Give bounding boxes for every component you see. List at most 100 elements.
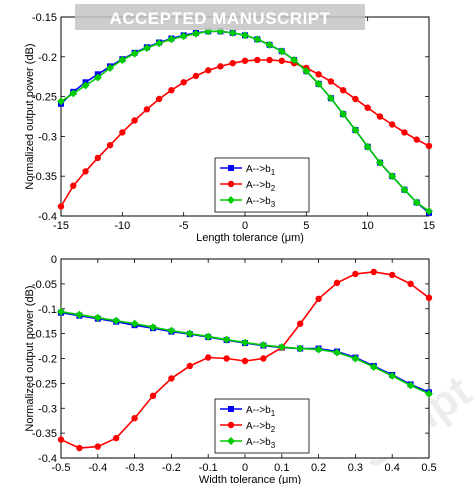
data-point — [266, 56, 273, 64]
data-point — [253, 35, 262, 44]
data-point — [168, 87, 175, 94]
chart-length-tolerance: -15 -10 -5 0 5 10 15 -0.4 -0.35 -0.3 -0.25 -0.2 -0.1… — [24, 12, 435, 244]
data-point — [155, 95, 163, 103]
data-point — [191, 29, 200, 38]
data-point — [351, 126, 360, 134]
data-point — [425, 294, 433, 302]
data-point — [186, 362, 193, 370]
data-point — [167, 35, 176, 44]
data-point — [70, 182, 77, 189]
y-tick-label: -0.15 — [32, 329, 57, 341]
data-point — [118, 56, 127, 64]
legend-entry: A-->b2 — [220, 421, 276, 434]
series-3 — [57, 307, 433, 398]
data-point — [57, 203, 65, 210]
legend-label: A-->b2 — [246, 180, 276, 193]
data-point — [389, 271, 396, 279]
data-point — [265, 40, 274, 49]
data-point — [81, 81, 90, 90]
y-tick-label: -0.2 — [38, 354, 57, 366]
data-point — [370, 268, 377, 276]
data-point — [167, 326, 176, 335]
data-point — [57, 436, 65, 443]
x-tick-label: 5 — [303, 220, 309, 232]
data-point — [315, 71, 322, 78]
x-tick-label: 0 — [242, 462, 248, 474]
y-tick-label: -0.15 — [32, 12, 57, 24]
data-point — [180, 79, 187, 86]
legend: A-->b1 A-->b2 A-->b3 — [214, 157, 310, 213]
data-point — [406, 381, 415, 390]
data-point — [364, 104, 371, 111]
data-point — [290, 56, 299, 64]
chart-width-tolerance: -0.5 -0.4 -0.3 -0.2 -0.1 0 0.1 0.2 0.3 0.4 0.5-0.4… — [24, 254, 437, 486]
x-tick-label: 15 — [423, 220, 435, 232]
data-point — [314, 79, 323, 88]
data-point — [185, 329, 194, 338]
data-point — [106, 141, 114, 149]
y-tick-label: -0.35 — [32, 428, 57, 440]
data-point — [131, 415, 138, 422]
data-point — [241, 31, 249, 40]
data-point — [363, 142, 372, 151]
legend: A-->b1 A-->b2 A-->b3 — [214, 398, 310, 454]
data-point — [119, 129, 126, 136]
y-tick-label: -0.25 — [32, 92, 57, 104]
data-point — [204, 332, 213, 341]
y-tick-label: -0.3 — [38, 403, 57, 415]
legend-entry: A-->b3 — [220, 437, 276, 450]
data-point — [425, 389, 433, 398]
legend-marker — [227, 405, 234, 412]
data-point — [93, 73, 102, 82]
data-point — [131, 117, 138, 124]
legend-label: A-->b1 — [246, 405, 276, 418]
x-tick-label: -0.4 — [88, 462, 107, 474]
x-tick-label: -10 — [114, 220, 130, 232]
data-point — [388, 172, 397, 181]
data-point — [413, 136, 420, 143]
data-point — [412, 198, 421, 207]
data-point — [222, 335, 231, 344]
data-point — [314, 345, 323, 354]
data-point — [94, 443, 101, 450]
legend-label: A-->b3 — [246, 196, 276, 209]
data-point — [217, 63, 224, 70]
data-point — [375, 158, 384, 167]
data-point — [223, 355, 230, 362]
x-tick-label: -5 — [179, 220, 189, 232]
y-tick-label: -0.2 — [38, 52, 57, 64]
x-tick-label: 0 — [242, 220, 248, 232]
y-axis-label: Normalized output power (dB) — [24, 285, 36, 431]
data-point — [376, 113, 384, 120]
y-tick-label: -0.4 — [38, 211, 57, 223]
x-tick-label: 0.4 — [385, 462, 400, 474]
data-point — [351, 354, 360, 363]
legend-entry: A-->b2 — [220, 180, 276, 193]
x-tick-label: -0.5 — [52, 462, 71, 474]
data-point — [352, 270, 359, 278]
x-axis-label: Width tolerance (μm) — [199, 474, 301, 484]
data-point — [241, 57, 249, 64]
data-point — [192, 72, 200, 80]
x-tick-label: -0.2 — [162, 462, 181, 474]
data-point — [333, 279, 341, 287]
data-point — [112, 434, 120, 442]
data-point — [204, 354, 212, 361]
legend-entry: A-->b1 — [220, 164, 276, 177]
data-point — [155, 39, 164, 48]
data-point — [425, 207, 433, 216]
legend-label: A-->b1 — [246, 164, 276, 177]
data-point — [130, 49, 139, 58]
data-point — [407, 280, 414, 288]
data-point — [389, 121, 396, 128]
x-tick-label: 10 — [362, 220, 374, 232]
data-point — [241, 357, 249, 365]
data-point — [57, 307, 65, 316]
data-point — [259, 341, 268, 350]
data-point — [400, 185, 409, 194]
accepted-manuscript-banner: ACCEPTED MANUSCRIPT — [109, 9, 330, 28]
data-point — [93, 313, 102, 322]
data-point — [278, 57, 285, 64]
